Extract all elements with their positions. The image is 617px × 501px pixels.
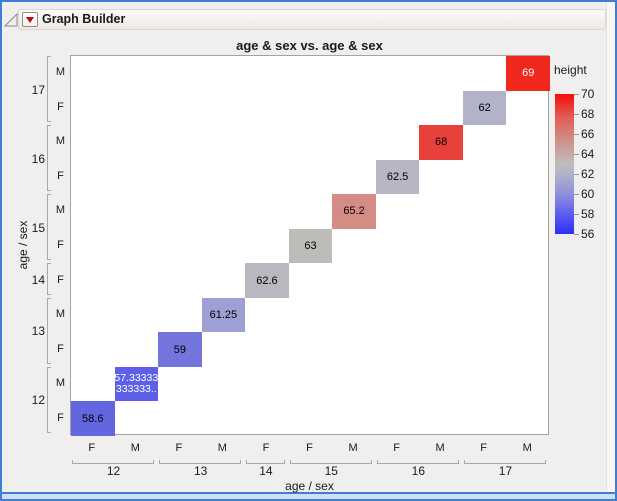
y-axis-group-bracket <box>47 125 51 192</box>
legend-title: height <box>554 63 587 77</box>
x-axis-group-bracket <box>463 460 546 464</box>
x-axis-sex-label: M <box>522 442 532 454</box>
outline-disclosure-icon[interactable] <box>3 12 18 27</box>
x-axis-age-label: 12 <box>106 464 121 478</box>
y-axis-sex-label: F <box>57 238 64 251</box>
y-axis-sex-label: F <box>57 273 64 286</box>
y-axis-group-bracket <box>47 194 51 261</box>
y-axis-sex-label: F <box>57 342 64 355</box>
x-axis-group-bracket <box>72 460 155 464</box>
heatmap-cell[interactable]: 62 <box>462 90 507 126</box>
heatmap-cell[interactable]: 62.5 <box>375 159 420 195</box>
x-axis-sex-label: F <box>393 442 400 454</box>
legend-tick-label: 70 <box>581 87 595 101</box>
x-axis-title: age / sex <box>285 479 334 493</box>
right-gutter <box>606 2 615 493</box>
y-axis-group-bracket <box>47 263 51 295</box>
y-axis-title: age / sex <box>16 220 30 270</box>
legend-tick-label: 64 <box>581 147 595 161</box>
y-axis-group-bracket <box>47 297 51 364</box>
legend-tick-label: 68 <box>581 107 595 121</box>
heatmap-cell[interactable]: 62.6 <box>245 263 289 298</box>
y-axis-sex-label: F <box>57 100 64 113</box>
y-axis-age-label: 17 <box>31 82 45 97</box>
x-axis-age-label: 17 <box>498 464 513 478</box>
outline-header-bar <box>18 9 606 30</box>
y-axis-age-label: 12 <box>31 393 45 408</box>
x-axis-sex-label: F <box>306 442 313 454</box>
legend-tick-label: 62 <box>581 167 595 181</box>
heatmap-cell[interactable]: 69 <box>506 56 550 91</box>
x-axis-sex-label: M <box>348 442 358 454</box>
y-axis-sex-label: F <box>57 169 64 182</box>
legend-tick-mark <box>574 174 579 175</box>
legend-tick-label: 60 <box>581 187 595 201</box>
x-axis-age-label: 13 <box>193 464 208 478</box>
heatmap-cell[interactable]: 65.2 <box>332 194 376 229</box>
outline-title: Graph Builder <box>42 12 126 26</box>
legend-tick-label: 58 <box>581 207 595 221</box>
x-axis-sex-label: F <box>175 442 183 454</box>
y-axis-age-label: 14 <box>31 272 45 287</box>
plot-area: 58.6 57.33333 333333.. 59 61.25 62.6 63 65.2 62… <box>70 55 550 436</box>
y-axis-sex-label: M <box>55 377 66 390</box>
heatmap-cell[interactable]: 59 <box>158 332 202 367</box>
legend-tick-mark <box>574 194 579 195</box>
chart-title: age & sex vs. age & sex <box>236 38 383 53</box>
x-axis-group-bracket <box>376 460 459 464</box>
legend-tick-mark <box>574 114 579 115</box>
x-axis-age-label: 16 <box>411 464 426 478</box>
y-axis-age-label: 16 <box>31 151 45 166</box>
x-axis-sex-label: F <box>480 442 488 454</box>
y-axis-age-label: 13 <box>31 324 45 339</box>
y-axis-group-bracket <box>47 366 51 433</box>
x-axis-sex-label: M <box>130 442 140 454</box>
x-axis-sex-label: F <box>262 442 270 454</box>
legend-tick-mark <box>574 94 579 95</box>
heatmap-cell[interactable]: 57.33333 333333.. <box>114 366 159 402</box>
heatmap-cell[interactable]: 68 <box>419 125 463 160</box>
legend-tick-label: 56 <box>581 227 595 241</box>
legend-tick-mark <box>574 134 579 135</box>
y-axis-age-label: 15 <box>31 220 45 235</box>
legend-tick-mark <box>574 234 579 235</box>
legend-gradient-bar[interactable] <box>555 94 574 234</box>
legend-tick-label: 66 <box>581 127 595 141</box>
heatmap-cell[interactable]: 63 <box>288 228 333 264</box>
red-triangle-icon <box>26 16 34 23</box>
x-axis-sex-label: M <box>435 442 445 454</box>
heatmap-cell[interactable]: 61.25 <box>201 297 246 333</box>
window-bottom-border <box>2 492 615 499</box>
x-axis-sex-label: F <box>88 442 96 454</box>
heatmap-cell[interactable]: 58.6 <box>71 401 115 436</box>
red-triangle-menu-button[interactable] <box>22 12 38 27</box>
y-axis-sex-label: M <box>55 135 66 148</box>
x-axis-group-bracket <box>159 460 242 464</box>
x-axis-age-label: 15 <box>324 464 338 478</box>
legend-tick-mark <box>574 154 579 155</box>
x-axis-sex-label: M <box>217 442 227 454</box>
y-axis-sex-label: F <box>57 411 64 424</box>
y-axis-sex-label: M <box>55 66 66 79</box>
x-axis-age-label: 14 <box>259 464 273 478</box>
x-axis-group-bracket <box>246 460 285 464</box>
y-axis-group-bracket <box>47 56 51 123</box>
y-axis-sex-label: M <box>55 308 66 321</box>
x-axis-group-bracket <box>289 460 372 464</box>
legend-tick-mark <box>574 214 579 215</box>
y-axis-sex-label: M <box>55 204 66 217</box>
